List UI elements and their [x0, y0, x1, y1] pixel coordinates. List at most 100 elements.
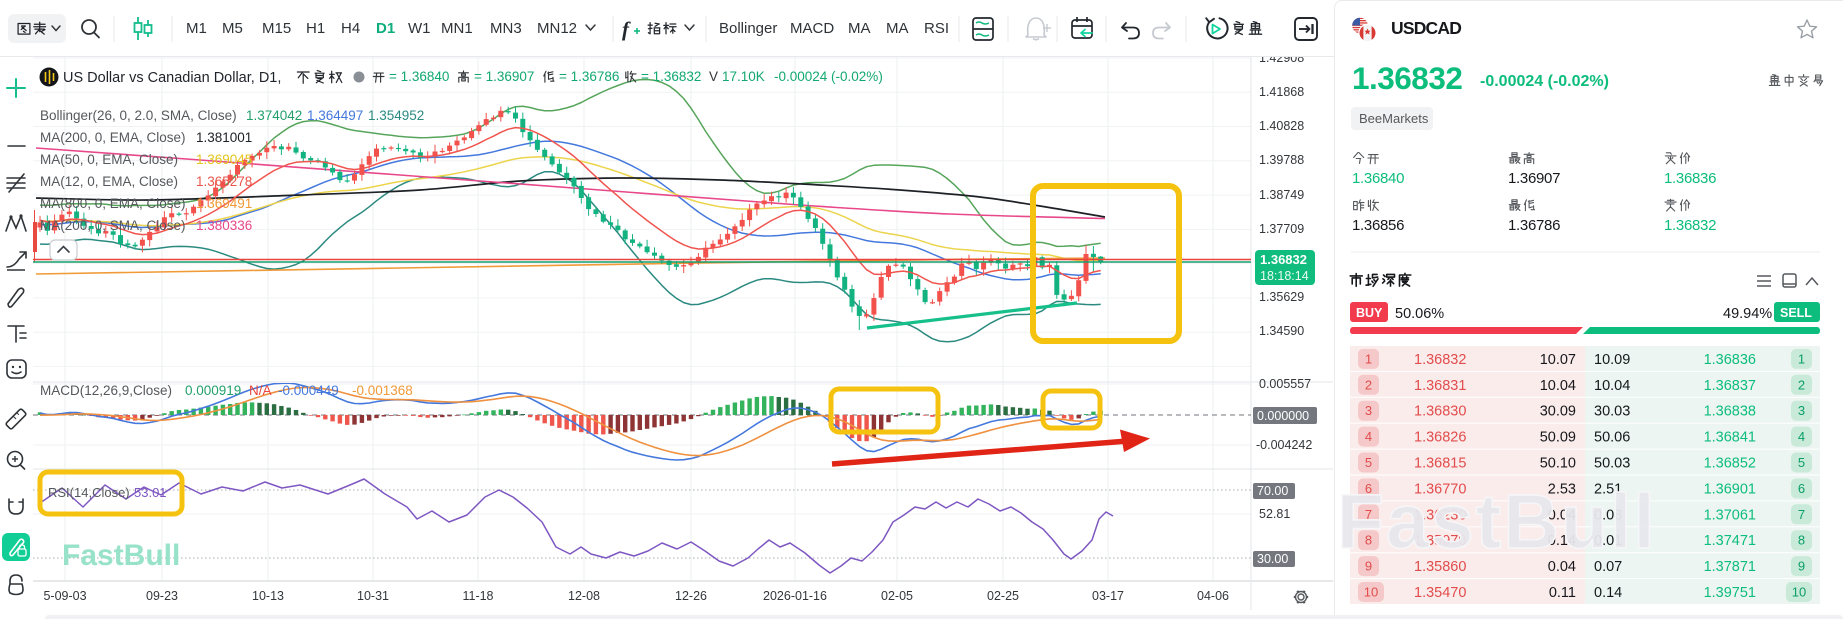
- svg-text:50.10: 50.10: [1540, 456, 1576, 472]
- svg-text:0.14: 0.14: [1548, 533, 1576, 549]
- svg-text:MA: MA: [848, 20, 871, 37]
- svg-text:1.36826: 1.36826: [1414, 430, 1466, 446]
- svg-text:1.364497: 1.364497: [307, 108, 363, 123]
- svg-text:RSI: RSI: [924, 20, 949, 37]
- svg-text:1.354952: 1.354952: [368, 108, 424, 123]
- svg-text:1.36836: 1.36836: [1664, 170, 1716, 187]
- svg-text:1.36836: 1.36836: [1704, 352, 1756, 368]
- svg-text:BUY: BUY: [1356, 306, 1383, 320]
- svg-text:1.36832: 1.36832: [1352, 60, 1462, 96]
- svg-text:1.369491: 1.369491: [196, 196, 252, 211]
- svg-text:8: 8: [1798, 533, 1805, 548]
- svg-text:0.04: 0.04: [1548, 507, 1576, 523]
- svg-text:FastBull: FastBull: [1337, 479, 1657, 565]
- svg-text:30.00: 30.00: [1257, 552, 1288, 566]
- svg-text:10.07: 10.07: [1540, 352, 1576, 368]
- svg-text:18:18:14: 18:18:14: [1260, 269, 1309, 283]
- svg-text:1.35629: 1.35629: [1259, 290, 1304, 304]
- svg-text:02-25: 02-25: [987, 589, 1019, 603]
- svg-text:10-31: 10-31: [357, 589, 389, 603]
- svg-text:1.374042: 1.374042: [246, 108, 302, 123]
- svg-text:= 1.36907: = 1.36907: [474, 69, 534, 84]
- svg-text:3: 3: [1798, 403, 1805, 418]
- svg-text:17.10K: 17.10K: [722, 69, 765, 84]
- svg-text:50.09: 50.09: [1540, 430, 1576, 446]
- svg-text:FastBull: FastBull: [62, 539, 180, 572]
- svg-text:-0.000449: -0.000449: [278, 383, 339, 398]
- svg-text:1.37871: 1.37871: [1704, 559, 1756, 575]
- svg-text:MN1: MN1: [441, 20, 473, 37]
- svg-text:12-08: 12-08: [568, 589, 600, 603]
- svg-text:0.005557: 0.005557: [1259, 377, 1311, 391]
- svg-text:-0.001368: -0.001368: [352, 383, 413, 398]
- svg-text:0.04: 0.04: [1548, 559, 1576, 575]
- svg-text:f: f: [622, 17, 631, 41]
- svg-text:1.36852: 1.36852: [1704, 456, 1756, 472]
- svg-text:1.381001: 1.381001: [196, 130, 252, 145]
- svg-text:70.00: 70.00: [1257, 484, 1288, 498]
- svg-text:10.04: 10.04: [1540, 378, 1576, 394]
- svg-text:12-26: 12-26: [675, 589, 707, 603]
- svg-text:1.36830: 1.36830: [1414, 404, 1466, 420]
- svg-text:D1: D1: [376, 20, 395, 37]
- svg-text:H1: H1: [306, 20, 325, 37]
- svg-text:US Dollar vs Canadian Dollar,: US Dollar vs Canadian Dollar, D1,: [63, 70, 281, 86]
- svg-text:0.07: 0.07: [1594, 559, 1622, 575]
- svg-text:7: 7: [1798, 507, 1805, 522]
- svg-text:MA(50, 0, EMA, Close): MA(50, 0, EMA, Close): [40, 152, 178, 167]
- svg-text:1.36840: 1.36840: [1352, 170, 1404, 187]
- svg-text:0.000919: 0.000919: [185, 383, 241, 398]
- svg-text:1.380336: 1.380336: [196, 218, 252, 233]
- svg-text:10-13: 10-13: [252, 589, 284, 603]
- svg-text:5: 5: [1798, 455, 1805, 470]
- svg-text:Bollinger(26, 0, 2.0, SMA, Clo: Bollinger(26, 0, 2.0, SMA, Close): [40, 108, 237, 123]
- svg-text:1: 1: [1365, 351, 1372, 366]
- svg-text:1.35970: 1.35970: [1414, 533, 1466, 549]
- svg-text:1: 1: [1798, 351, 1805, 366]
- svg-text:09-23: 09-23: [146, 589, 178, 603]
- svg-text:V: V: [709, 69, 718, 84]
- svg-text:9: 9: [1798, 559, 1805, 574]
- svg-text:1.365278: 1.365278: [196, 174, 252, 189]
- svg-text:-0.00024 (-0.02%): -0.00024 (-0.02%): [774, 69, 883, 84]
- svg-text:1.36770: 1.36770: [1414, 481, 1466, 497]
- svg-text:1.369045: 1.369045: [196, 152, 252, 167]
- svg-text:3: 3: [1365, 403, 1372, 418]
- svg-text:MA(800, 0, EMA, Close): MA(800, 0, EMA, Close): [40, 196, 186, 211]
- svg-text:10.09: 10.09: [1594, 352, 1630, 368]
- svg-text:03-17: 03-17: [1092, 589, 1124, 603]
- svg-text:0.01: 0.01: [1594, 533, 1622, 549]
- svg-text:30.03: 30.03: [1594, 404, 1630, 420]
- svg-text:1.39751: 1.39751: [1704, 585, 1756, 601]
- svg-text:MACD(12,26,9,Close): MACD(12,26,9,Close): [40, 383, 172, 398]
- svg-text:50.06: 50.06: [1594, 430, 1630, 446]
- svg-text:MA(12, 0, EMA, Close): MA(12, 0, EMA, Close): [40, 174, 178, 189]
- svg-text:52.81: 52.81: [1259, 507, 1290, 521]
- svg-text:5: 5: [1365, 455, 1372, 470]
- svg-text:1.36907: 1.36907: [1508, 170, 1560, 187]
- svg-text:9: 9: [1365, 559, 1372, 574]
- svg-text:= 1.36832: = 1.36832: [641, 69, 701, 84]
- svg-text:50.03: 50.03: [1594, 456, 1630, 472]
- svg-text:2: 2: [1365, 377, 1372, 392]
- svg-text:53.01: 53.01: [134, 485, 167, 500]
- svg-text:4: 4: [1798, 429, 1805, 444]
- svg-text:= 1.36840: = 1.36840: [389, 69, 449, 84]
- svg-text:W1: W1: [408, 20, 431, 37]
- svg-text:1.36901: 1.36901: [1704, 481, 1756, 497]
- svg-text:MN3: MN3: [490, 20, 522, 37]
- svg-text:RSI(14,Close): RSI(14,Close): [48, 485, 130, 500]
- svg-text:1.38749: 1.38749: [1259, 188, 1304, 202]
- svg-text:1.36856: 1.36856: [1352, 217, 1404, 234]
- svg-text:1.41868: 1.41868: [1259, 85, 1304, 99]
- svg-text:1.35470: 1.35470: [1414, 585, 1466, 601]
- svg-text:= 1.36786: = 1.36786: [559, 69, 619, 84]
- svg-text:0.08: 0.08: [1594, 507, 1622, 523]
- svg-text:0.000000: 0.000000: [1257, 409, 1309, 423]
- svg-text:MACD: MACD: [790, 20, 834, 37]
- svg-text:7: 7: [1365, 507, 1372, 522]
- svg-text:6: 6: [1798, 481, 1805, 496]
- svg-text:1.36230: 1.36230: [1414, 507, 1466, 523]
- svg-text:1.36815: 1.36815: [1414, 456, 1466, 472]
- svg-text:1.36832: 1.36832: [1664, 217, 1716, 234]
